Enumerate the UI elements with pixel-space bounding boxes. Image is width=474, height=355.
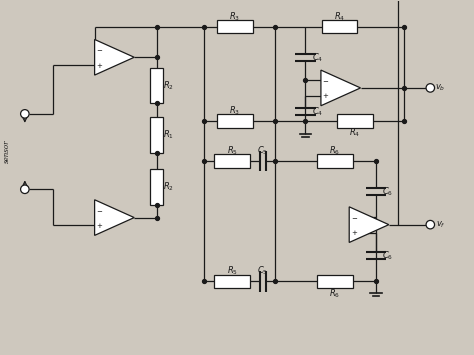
Text: $R_1$: $R_1$ xyxy=(163,129,174,141)
Text: $R_3$: $R_3$ xyxy=(229,104,240,117)
Text: $R_4$: $R_4$ xyxy=(334,10,345,22)
Text: $+$: $+$ xyxy=(322,91,329,100)
Text: $-$: $-$ xyxy=(96,47,103,52)
Text: $C_6$: $C_6$ xyxy=(383,185,393,198)
Text: $R_2$: $R_2$ xyxy=(163,181,174,193)
Bar xyxy=(317,275,353,288)
Polygon shape xyxy=(349,207,389,242)
Bar xyxy=(150,68,164,103)
Text: $R_2$: $R_2$ xyxy=(163,79,174,92)
Text: $v_f$: $v_f$ xyxy=(436,219,446,230)
Bar xyxy=(337,114,373,127)
Text: $+$: $+$ xyxy=(96,221,103,230)
Text: $v_b$: $v_b$ xyxy=(436,83,446,93)
Bar xyxy=(317,154,353,168)
Text: $R_3$: $R_3$ xyxy=(229,10,240,22)
Bar xyxy=(214,154,250,168)
Circle shape xyxy=(20,185,29,193)
Polygon shape xyxy=(95,200,134,235)
Text: $R_6$: $R_6$ xyxy=(329,287,340,300)
Text: $C_5$: $C_5$ xyxy=(257,144,268,157)
Text: $-$: $-$ xyxy=(351,214,358,220)
Bar xyxy=(214,275,250,288)
Bar xyxy=(150,117,164,153)
Text: $C_4$: $C_4$ xyxy=(311,105,323,118)
Bar xyxy=(322,20,357,33)
Text: $-$: $-$ xyxy=(322,77,329,83)
Polygon shape xyxy=(321,70,361,106)
Text: $R_5$: $R_5$ xyxy=(227,144,238,157)
Text: sensor: sensor xyxy=(3,140,11,163)
Text: $-$: $-$ xyxy=(96,207,103,213)
Text: $+$: $+$ xyxy=(351,228,358,237)
Text: $C_5$: $C_5$ xyxy=(257,264,268,277)
Text: $R_5$: $R_5$ xyxy=(227,264,238,277)
Circle shape xyxy=(426,84,435,92)
Text: $R_6$: $R_6$ xyxy=(329,144,340,157)
Polygon shape xyxy=(95,39,134,75)
Bar xyxy=(217,20,253,33)
Text: $R_4$: $R_4$ xyxy=(349,127,361,140)
Circle shape xyxy=(20,110,29,118)
Circle shape xyxy=(426,220,435,229)
Bar xyxy=(217,114,253,127)
Bar xyxy=(150,169,164,205)
Text: $+$: $+$ xyxy=(96,61,103,70)
Text: $C_4$: $C_4$ xyxy=(311,51,323,64)
Text: $C_6$: $C_6$ xyxy=(383,249,393,262)
